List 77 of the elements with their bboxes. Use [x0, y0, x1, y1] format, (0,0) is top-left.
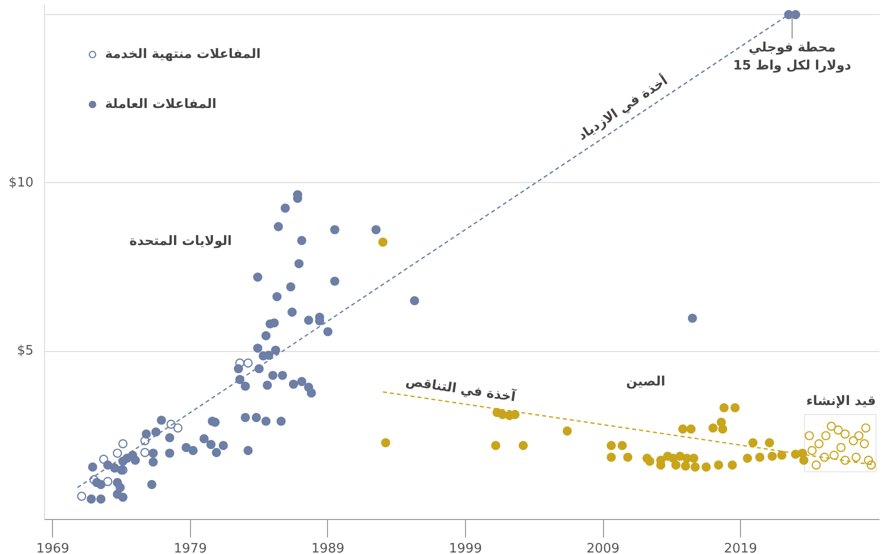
point — [243, 358, 253, 368]
point — [680, 461, 690, 471]
y-tick-label: $5 — [16, 344, 34, 359]
point — [678, 424, 688, 434]
point — [820, 452, 830, 462]
point — [118, 439, 128, 448]
point — [140, 436, 150, 446]
point — [768, 452, 777, 461]
point — [686, 424, 696, 434]
point — [830, 450, 839, 460]
point — [807, 446, 817, 456]
point — [852, 452, 861, 462]
point — [103, 476, 112, 486]
point — [381, 438, 390, 448]
point — [235, 358, 244, 368]
point — [510, 410, 520, 420]
point — [861, 423, 870, 433]
annotation: قيد الإنشاء — [806, 394, 876, 410]
point — [814, 439, 824, 448]
point — [777, 450, 786, 460]
point — [714, 460, 724, 470]
x-tick-label: 1989 — [311, 542, 344, 554]
point — [826, 422, 836, 431]
x-tick-label: 2019 — [724, 542, 758, 554]
annotation: أخذة في الازدياد — [574, 72, 671, 144]
annotation: الصين — [626, 374, 666, 390]
point — [799, 456, 808, 465]
point — [821, 431, 830, 440]
point — [834, 425, 843, 435]
point — [764, 438, 774, 448]
point — [812, 460, 821, 470]
point — [606, 452, 616, 462]
point — [645, 456, 654, 466]
point — [99, 454, 108, 464]
point — [854, 431, 864, 440]
point — [848, 436, 858, 446]
x-tick-label: 1979 — [174, 542, 207, 554]
point — [140, 448, 150, 458]
point — [755, 452, 764, 462]
point — [518, 440, 528, 450]
legend-label: المفاعلات منتهية الخدمة — [105, 46, 261, 62]
point — [866, 460, 876, 470]
point — [719, 403, 729, 412]
x-tick-label: 1999 — [448, 542, 482, 554]
point — [742, 454, 752, 463]
annotation: محطة فوجلي 15 دولارا لكل واط — [733, 40, 852, 74]
point — [671, 460, 681, 470]
point — [864, 456, 874, 465]
point — [112, 448, 122, 458]
legend-label: المفاعلات العاملة — [105, 96, 216, 112]
point — [860, 439, 869, 448]
point — [77, 492, 86, 501]
point — [166, 420, 176, 429]
x-tick-label: 1969 — [36, 542, 70, 554]
point — [702, 462, 711, 472]
point — [708, 423, 718, 433]
point — [623, 452, 632, 462]
point — [562, 426, 572, 436]
point — [689, 454, 698, 463]
annotation: آخذة في التناقص — [404, 372, 518, 406]
point — [491, 440, 500, 450]
point — [728, 460, 737, 470]
point — [836, 442, 846, 452]
point — [840, 456, 850, 465]
y-tick-label: $10 — [8, 175, 34, 190]
point — [804, 431, 814, 440]
x-tick-label: 2009 — [586, 542, 620, 554]
point — [840, 429, 850, 439]
point — [378, 238, 388, 247]
point — [730, 403, 740, 412]
point — [173, 423, 183, 433]
point — [606, 440, 616, 450]
point — [718, 424, 728, 434]
annotation: الولايات المتحدة — [129, 234, 232, 249]
point — [690, 462, 700, 472]
point — [618, 440, 627, 450]
point — [748, 438, 758, 448]
